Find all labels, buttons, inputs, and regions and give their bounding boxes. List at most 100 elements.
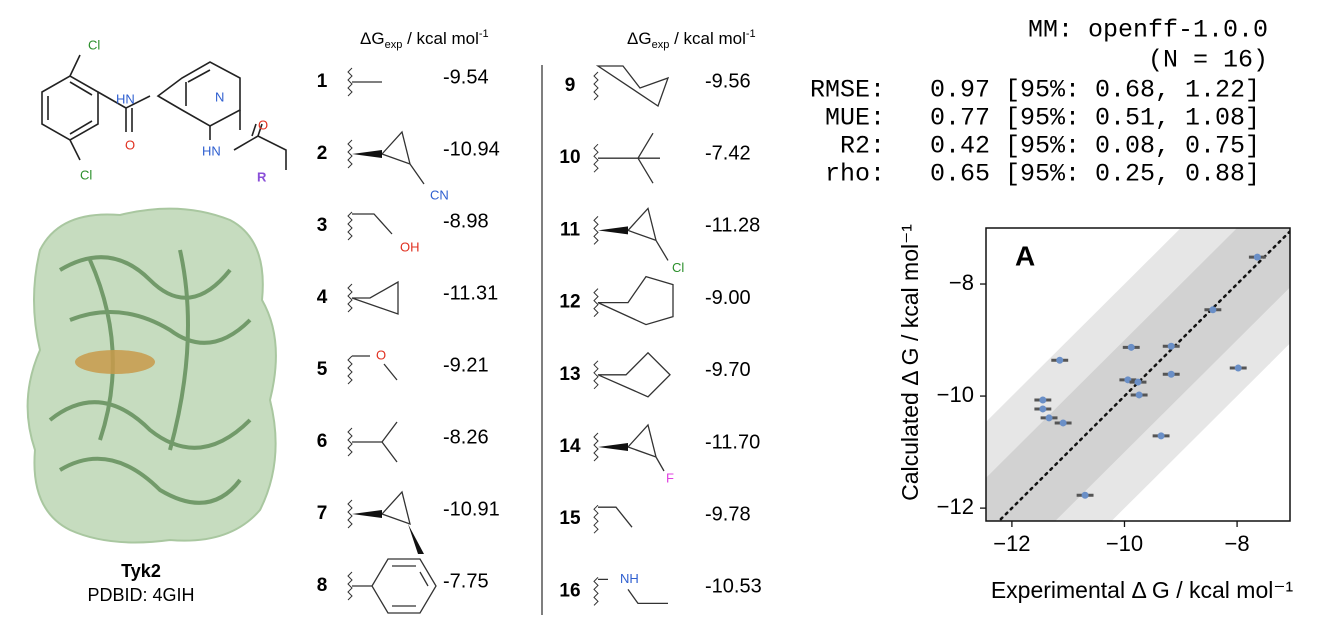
plot-area <box>986 228 1290 521</box>
protein-name: Tyk2 <box>121 561 161 581</box>
compound-id: 11 <box>560 219 581 240</box>
header-part: -1 <box>479 28 489 40</box>
attachment <box>593 288 599 317</box>
wedge <box>352 150 382 158</box>
r-group <box>347 67 382 97</box>
r-group: F <box>593 423 674 485</box>
compound-id: 2 <box>317 143 328 164</box>
atom-label: Cl <box>672 260 684 275</box>
compound-id: 15 <box>559 508 581 529</box>
r-group <box>593 132 660 184</box>
compound-id: 4 <box>317 287 328 308</box>
attachment <box>593 432 599 462</box>
r-group <box>593 275 674 326</box>
bond <box>380 490 411 526</box>
wedge <box>598 226 628 235</box>
point <box>1045 414 1053 422</box>
r-group <box>593 504 633 534</box>
r-group: NH <box>593 571 668 606</box>
atom-label: O <box>376 347 386 362</box>
delta-g: -9.21 <box>443 354 489 376</box>
protein-image <box>26 207 277 544</box>
stat-value: 0.42 [95%: 0.08, 0.75] <box>930 132 1260 161</box>
stat-name: rho: <box>825 160 885 189</box>
attachment <box>347 283 353 313</box>
header-part: / kcal mol <box>669 29 746 48</box>
atom-label: NH <box>620 571 639 586</box>
attachment <box>347 355 353 385</box>
point <box>1209 306 1217 314</box>
bond <box>351 280 399 315</box>
delta-g: -9.78 <box>705 503 751 525</box>
compound-id: 3 <box>317 215 328 236</box>
bond <box>352 421 398 463</box>
attachment <box>593 577 599 606</box>
bond <box>626 423 665 472</box>
atom-label: N <box>215 89 224 104</box>
bond <box>597 275 674 326</box>
bond <box>598 132 660 184</box>
atom-label: O <box>125 137 135 152</box>
attachment <box>347 427 353 457</box>
header-part: -1 <box>746 28 756 40</box>
atom-label: HN <box>202 143 221 158</box>
column-header: ΔGexp / kcal mol-1 <box>360 28 489 51</box>
stat-name: RMSE: <box>810 76 885 105</box>
delta-g: -7.42 <box>705 142 751 164</box>
x-tick-label: −12 <box>993 531 1030 556</box>
r-group: Cl <box>593 207 684 275</box>
delta-g: -9.56 <box>705 70 751 92</box>
bond <box>626 207 669 261</box>
point <box>1167 342 1175 350</box>
bond <box>352 355 398 381</box>
delta-g: -9.54 <box>443 66 489 88</box>
compound-id: 7 <box>317 503 328 524</box>
compound-id: 16 <box>559 580 580 601</box>
compound-id: 1 <box>317 71 328 92</box>
atom-label: OH <box>400 239 420 254</box>
point <box>1059 419 1067 427</box>
point <box>1135 391 1143 399</box>
attachment <box>593 360 599 390</box>
header-part: ΔG <box>627 29 652 48</box>
r-group <box>347 558 437 614</box>
stat-name: R2: <box>840 132 885 161</box>
attachment <box>347 67 353 97</box>
delta-g: -11.31 <box>443 282 498 304</box>
atom-label: O <box>258 117 268 132</box>
method: MM: openff-1.0.0 <box>1028 16 1268 45</box>
compound-id: 10 <box>559 147 580 168</box>
point <box>1039 405 1047 413</box>
delta-g: -8.26 <box>443 426 489 448</box>
r-group <box>593 351 671 398</box>
wedge <box>598 443 628 451</box>
panel-label: A <box>1015 240 1035 271</box>
error-band <box>986 228 1290 521</box>
point <box>1081 491 1089 499</box>
delta-g: -7.75 <box>443 570 489 592</box>
plot-frame <box>985 227 1291 522</box>
delta-g: -10.91 <box>443 498 500 520</box>
attachment <box>347 571 353 601</box>
attachment <box>593 143 599 173</box>
bond <box>598 578 668 605</box>
y-tick-label: −8 <box>949 270 974 295</box>
delta-g: -8.98 <box>443 210 489 232</box>
bond <box>595 65 670 108</box>
bond <box>352 558 437 614</box>
attachment <box>593 71 599 101</box>
r-group: O <box>347 347 398 385</box>
point <box>1127 343 1135 351</box>
y-tick-label: −12 <box>937 494 974 519</box>
delta-g: -10.53 <box>705 576 762 598</box>
r-group: OH <box>347 211 420 254</box>
sample-size: (N = 16) <box>1148 46 1268 75</box>
delta-g: -9.00 <box>705 287 751 309</box>
y-axis-label: Calculated Δ G / kcal mol⁻¹ <box>897 224 923 501</box>
header-part: ΔG <box>360 29 385 48</box>
bond <box>597 351 671 398</box>
pdb-id: PDBID: 4GIH <box>87 585 194 605</box>
attachment <box>347 139 353 169</box>
x-tick-label: −10 <box>1106 531 1143 556</box>
r-group <box>347 490 424 554</box>
